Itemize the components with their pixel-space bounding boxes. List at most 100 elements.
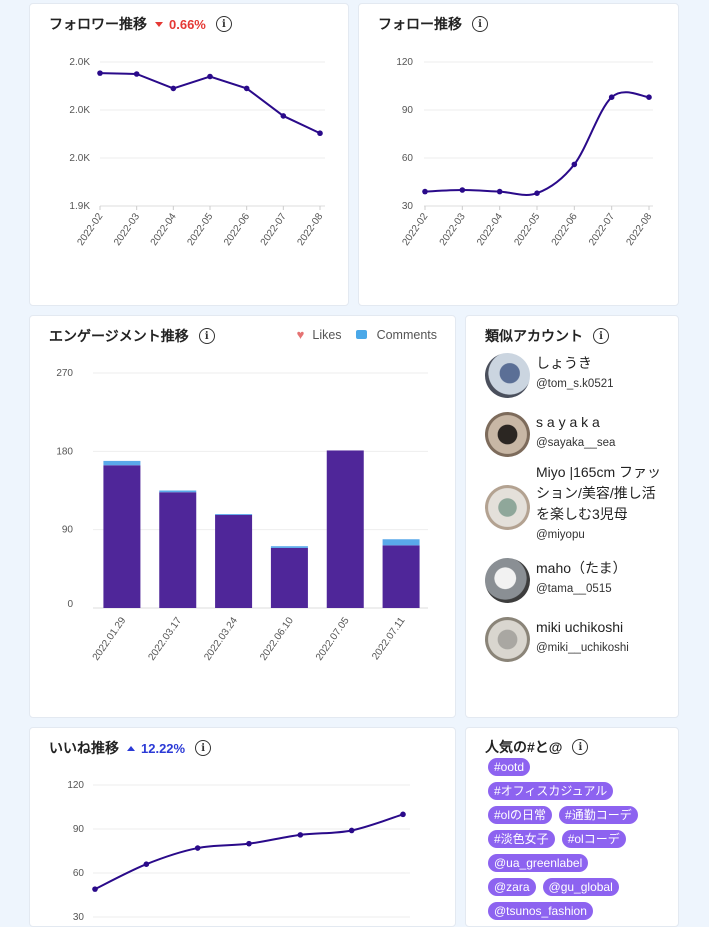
bar-comments bbox=[270, 546, 308, 548]
likes-delta: 12.22% bbox=[127, 741, 185, 756]
x-tick-label: 2022-07 bbox=[587, 211, 617, 248]
tag-chip[interactable]: #通勤コーデ bbox=[559, 806, 638, 824]
popular-tags-list: #ootd #オフィスカジュアル #olの日常 #通勤コーデ #淡色女子 #olコー… bbox=[488, 758, 668, 926]
likes-trend-title-row: いいね推移 12.22% i bbox=[49, 738, 212, 758]
engagement-bar-chart: 0 90 180 270 2022.01.29 2022.03.17 2022.03.24 2… bbox=[56, 368, 428, 663]
x-tick-label: 2022.03.24 bbox=[202, 615, 240, 663]
likes-trend-title: いいね推移 bbox=[49, 740, 119, 756]
account-handle: @sayaka__sea bbox=[536, 437, 616, 449]
y-tick-label: 120 bbox=[67, 780, 84, 791]
x-tick-label: 2022-05 bbox=[512, 211, 542, 248]
data-point bbox=[170, 85, 177, 92]
y-tick-label: 30 bbox=[402, 201, 414, 212]
data-point bbox=[400, 811, 406, 818]
bar-comments bbox=[382, 539, 420, 546]
similar-account-item[interactable]: maho（たま） @tama__0515 bbox=[485, 558, 662, 603]
similar-accounts-title-row: 類似アカウント i bbox=[485, 326, 609, 346]
tag-chip[interactable]: @gu_global bbox=[542, 878, 619, 896]
y-tick-label: 60 bbox=[402, 153, 414, 164]
x-tick-label: 2022-08 bbox=[624, 211, 654, 248]
data-point bbox=[348, 827, 355, 834]
info-icon[interactable]: i bbox=[195, 740, 212, 756]
info-icon[interactable]: i bbox=[198, 328, 215, 344]
bar-likes bbox=[103, 465, 141, 608]
y-tick-label: 270 bbox=[56, 368, 73, 379]
info-icon[interactable]: i bbox=[215, 16, 232, 32]
bar-likes bbox=[215, 514, 253, 608]
data-point bbox=[422, 188, 428, 195]
tag-chip[interactable]: @zara bbox=[488, 878, 536, 896]
legend-comments-label: Comments bbox=[376, 327, 437, 342]
data-point bbox=[297, 832, 304, 838]
popular-tags-title: 人気の#と@ bbox=[485, 739, 563, 755]
similar-accounts-card: 類似アカウント i しょうき @tom_s.k0521 s a y a k a … bbox=[465, 315, 679, 718]
avatar bbox=[485, 617, 530, 662]
y-tick-label: 0 bbox=[67, 599, 73, 610]
account-name: Miyo |165cm ファッション/美容/推し活を楽しむ3児母 bbox=[536, 464, 661, 522]
x-tick-label: 2022-08 bbox=[295, 211, 325, 248]
tag-chip[interactable]: @ua_greenlabel bbox=[488, 854, 589, 872]
popular-tags-card: 人気の#と@ i #ootd #オフィスカジュアル #olの日常 #通勤コーデ #… bbox=[465, 727, 679, 927]
tag-chip[interactable]: #淡色女子 bbox=[488, 830, 555, 848]
tag-chip[interactable]: #olの日常 bbox=[488, 806, 553, 824]
similar-account-item[interactable]: s a y a k a @sayaka__sea bbox=[485, 412, 662, 457]
avatar bbox=[485, 412, 530, 457]
legend-item-likes[interactable]: ♥ Likes bbox=[297, 327, 342, 342]
x-tick-label: 2022-02 bbox=[75, 211, 105, 248]
follow-trend-title: フォロー推移 bbox=[378, 16, 462, 32]
info-icon[interactable]: i bbox=[572, 739, 589, 755]
avatar bbox=[485, 558, 530, 603]
data-point bbox=[459, 187, 466, 193]
data-point bbox=[317, 130, 323, 137]
down-arrow-icon bbox=[155, 21, 163, 27]
account-handle: @miki__uchikoshi bbox=[536, 642, 629, 654]
x-tick-label: 2022-04 bbox=[149, 211, 179, 248]
y-tick-label: 120 bbox=[396, 57, 413, 68]
account-handle: @miyopu bbox=[536, 529, 585, 541]
x-tick-label: 2022.06.10 bbox=[258, 615, 296, 663]
similar-account-item[interactable]: miki uchikoshi @miki__uchikoshi bbox=[485, 617, 662, 662]
account-handle: @tama__0515 bbox=[536, 583, 612, 595]
tag-chip[interactable]: #ootd bbox=[488, 758, 531, 776]
engagement-trend-title: エンゲージメント推移 bbox=[49, 328, 189, 344]
info-icon[interactable]: i bbox=[593, 328, 609, 344]
x-tick-label: 2022-05 bbox=[185, 211, 215, 248]
follower-trend-title: フォロワー推移 bbox=[49, 16, 147, 32]
follower-trend-title-row: フォロワー推移 0.66% i bbox=[49, 14, 232, 34]
data-point bbox=[646, 94, 652, 100]
info-icon[interactable]: i bbox=[472, 16, 488, 32]
tag-chip[interactable]: #オフィスカジュアル bbox=[488, 782, 614, 800]
tag-chip[interactable]: #olコーデ bbox=[561, 830, 626, 848]
follower-delta: 0.66% bbox=[155, 17, 206, 32]
x-tick-label: 2022-03 bbox=[438, 211, 468, 248]
x-tick-label: 2022.07.11 bbox=[370, 615, 408, 662]
legend-item-comments[interactable]: Comments bbox=[355, 327, 437, 342]
x-tick-label: 2022.01.29 bbox=[91, 615, 129, 663]
data-point bbox=[97, 70, 103, 76]
engagement-trend-card: エンゲージメント推移 i ♥ Likes Comments 0 90 180 270 2… bbox=[29, 315, 456, 718]
data-point bbox=[143, 861, 150, 867]
data-point bbox=[92, 886, 98, 892]
y-tick-label: 180 bbox=[56, 446, 73, 457]
y-tick-label: 2.0K bbox=[69, 57, 90, 68]
similar-account-item[interactable]: Miyo |165cm ファッション/美容/推し活を楽しむ3児母 @miyopu bbox=[485, 462, 662, 541]
tag-chip[interactable]: @tsunos_fashion bbox=[488, 902, 593, 920]
popular-tags-title-row: 人気の#と@ i bbox=[485, 737, 589, 757]
up-arrow-icon bbox=[127, 745, 135, 751]
follow-trend-card: フォロー推移 i 30 60 90 120 2022-02 2022-03 2022-04 2… bbox=[358, 3, 679, 306]
y-tick-label: 2.0K bbox=[69, 105, 90, 116]
similar-account-item[interactable]: しょうき @tom_s.k0521 bbox=[485, 353, 662, 398]
follower-trend-card: フォロワー推移 0.66% i 1.9K 2.0K 2.0K 2.0K 2022-02 2… bbox=[29, 3, 349, 306]
similar-accounts-title: 類似アカウント bbox=[485, 328, 583, 344]
x-tick-label: 2022-02 bbox=[400, 211, 430, 248]
data-line bbox=[94, 813, 404, 891]
account-name: miki uchikoshi bbox=[536, 619, 624, 635]
y-tick-label: 30 bbox=[73, 912, 85, 923]
bar-comments bbox=[103, 460, 141, 466]
data-point bbox=[571, 161, 578, 168]
bar-comments bbox=[215, 514, 253, 515]
engagement-trend-title-row: エンゲージメント推移 i bbox=[49, 326, 215, 346]
follow-trend-title-row: フォロー推移 i bbox=[378, 14, 488, 34]
x-tick-label: 2022.03.17 bbox=[146, 615, 184, 663]
avatar bbox=[485, 485, 530, 530]
